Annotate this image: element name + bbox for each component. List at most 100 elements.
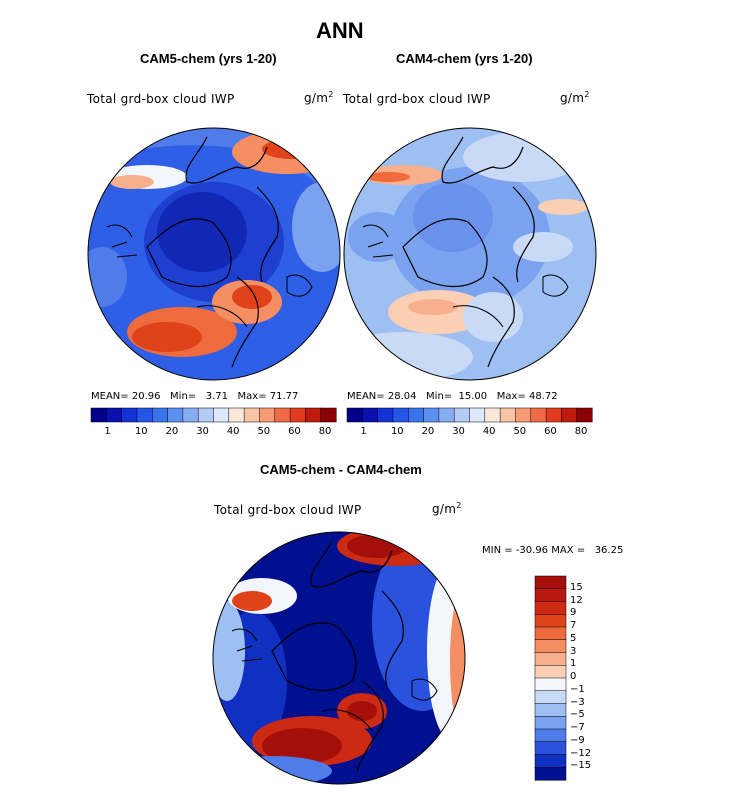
- colorbar-swatch: [469, 407, 486, 423]
- colorbar-swatch: [90, 407, 107, 423]
- colorbar-swatch: [534, 728, 567, 743]
- colorbar-tick-label: 1: [104, 426, 111, 437]
- colorbar-swatch: [167, 407, 184, 423]
- colorbar-tick-label: 80: [574, 426, 588, 437]
- colorbar-swatch: [408, 407, 425, 423]
- colorbar-tick-label: −3: [570, 696, 585, 708]
- colorbar-tick-label: 1: [360, 426, 367, 437]
- colorbar-tick-label: 20: [165, 426, 179, 437]
- colorbar-swatch: [362, 407, 379, 423]
- colorbar-swatch: [561, 407, 578, 423]
- colorbar-swatch: [182, 407, 199, 423]
- colorbar-swatch: [274, 407, 291, 423]
- colorbar-swatch: [534, 626, 567, 641]
- colorbar-tick-label: −1: [570, 683, 585, 695]
- colorbar-tick-label: 1: [570, 658, 577, 670]
- colorbar-tick-label: 40: [482, 426, 496, 437]
- colorbar-ticks-cam4: 1 10 20 30 40 50 60 80: [347, 426, 592, 440]
- colorbar-tick-label: 7: [570, 620, 577, 631]
- units-label-cam5: g/m2: [304, 90, 334, 105]
- colorbar-tick-label: −12: [570, 747, 592, 759]
- polar-map-difference: [212, 531, 466, 785]
- colorbar-tick-label: 10: [134, 426, 148, 437]
- colorbar-tick-label: 50: [513, 426, 527, 437]
- colorbar-tick-label: 60: [544, 426, 557, 437]
- colorbar-swatch: [530, 407, 547, 423]
- colorbar-swatch: [545, 407, 562, 423]
- panel-title-cam4: CAM4-chem (yrs 1-20): [396, 51, 533, 66]
- colorbar-swatch: [576, 407, 593, 423]
- colorbar-swatch: [320, 407, 337, 423]
- colorbar-swatch: [515, 407, 532, 423]
- colorbar-tick-label: −9: [570, 734, 585, 746]
- colorbar-swatch: [392, 407, 409, 423]
- colorbar-tick-label: −5: [570, 709, 585, 721]
- colorbar-swatch: [305, 407, 322, 423]
- difference-units-label: g/m2: [432, 501, 462, 516]
- colorbar-swatch: [534, 754, 567, 768]
- units-label-cam4: g/m2: [560, 90, 590, 105]
- colorbar-swatch: [534, 690, 567, 705]
- variable-label-cam5: Total grd-box cloud IWP: [87, 92, 235, 106]
- colorbar-swatch: [534, 614, 567, 628]
- colorbar-swatch: [438, 407, 455, 423]
- colorbar-swatch: [259, 407, 276, 423]
- difference-variable-label: Total grd-box cloud IWP: [214, 503, 362, 517]
- colorbar-swatch: [534, 639, 567, 654]
- difference-title: CAM5-chem - CAM4-chem: [260, 462, 422, 477]
- colorbar-swatch: [197, 407, 215, 423]
- colorbar-difference: [534, 575, 567, 781]
- colorbar-swatch: [121, 407, 138, 423]
- colorbar-tick-label: 10: [390, 426, 404, 437]
- stats-cam5: MEAN= 20.96 Min= 3.71 Max= 71.77: [91, 391, 299, 402]
- colorbar-tick-label: 60: [288, 426, 301, 437]
- colorbar-cam4: [346, 407, 593, 423]
- difference-minmax: MIN = -30.96 MAX = 36.25: [482, 545, 624, 556]
- colorbar-swatch: [534, 601, 567, 615]
- colorbar-tick-label: −15: [570, 760, 592, 772]
- polar-map-cam5: [87, 127, 341, 381]
- colorbar-tick-label: 50: [257, 426, 271, 437]
- colorbar-swatch: [289, 407, 306, 423]
- colorbar-swatch: [423, 407, 440, 423]
- colorbar-swatch: [243, 407, 260, 423]
- colorbar-swatch: [534, 677, 567, 692]
- colorbar-ticks-cam5: 1 10 20 30 40 50 60 80: [91, 426, 336, 440]
- colorbar-swatch: [534, 575, 567, 590]
- colorbar-swatch: [534, 741, 567, 756]
- colorbar-cam5: [90, 407, 337, 423]
- colorbar-tick-label: 30: [196, 426, 209, 437]
- variable-label-cam4: Total grd-box cloud IWP: [343, 92, 491, 106]
- colorbar-swatch: [534, 703, 567, 717]
- colorbar-swatch: [136, 407, 153, 423]
- colorbar-tick-label: 80: [318, 426, 332, 437]
- colorbar-tick-label: 9: [570, 607, 577, 619]
- colorbar-swatch: [534, 716, 567, 730]
- colorbar-swatch: [453, 407, 471, 423]
- colorbar-swatch: [346, 407, 363, 423]
- colorbar-tick-label: 5: [570, 632, 577, 644]
- colorbar-tick-label: 40: [226, 426, 240, 437]
- colorbar-swatch: [106, 407, 123, 423]
- colorbar-ticks-difference: 15 12 9 7 5 3 1 0 −1 −3 −5 −7 −9 −12 −15: [570, 576, 610, 780]
- colorbar-tick-label: 20: [421, 426, 435, 437]
- colorbar-swatch: [377, 407, 394, 423]
- colorbar-swatch: [534, 767, 567, 781]
- colorbar-swatch: [534, 588, 567, 603]
- colorbar-tick-label: 30: [452, 426, 465, 437]
- colorbar-tick-label: 15: [570, 581, 583, 593]
- panel-title-cam5: CAM5-chem (yrs 1-20): [140, 51, 277, 66]
- colorbar-tick-label: −7: [570, 722, 585, 733]
- colorbar-swatch: [499, 407, 516, 423]
- polar-map-cam4: [343, 127, 597, 381]
- colorbar-swatch: [228, 407, 245, 423]
- colorbar-tick-label: 3: [570, 645, 577, 657]
- colorbar-swatch: [534, 652, 567, 666]
- colorbar-tick-label: 0: [570, 671, 577, 682]
- figure-title: ANN: [316, 18, 364, 43]
- colorbar-swatch: [484, 407, 501, 423]
- colorbar-tick-label: 12: [570, 594, 583, 606]
- stats-cam4: MEAN= 28.04 Min= 15.00 Max= 48.72: [347, 391, 558, 402]
- colorbar-swatch: [213, 407, 230, 423]
- colorbar-swatch: [534, 665, 567, 679]
